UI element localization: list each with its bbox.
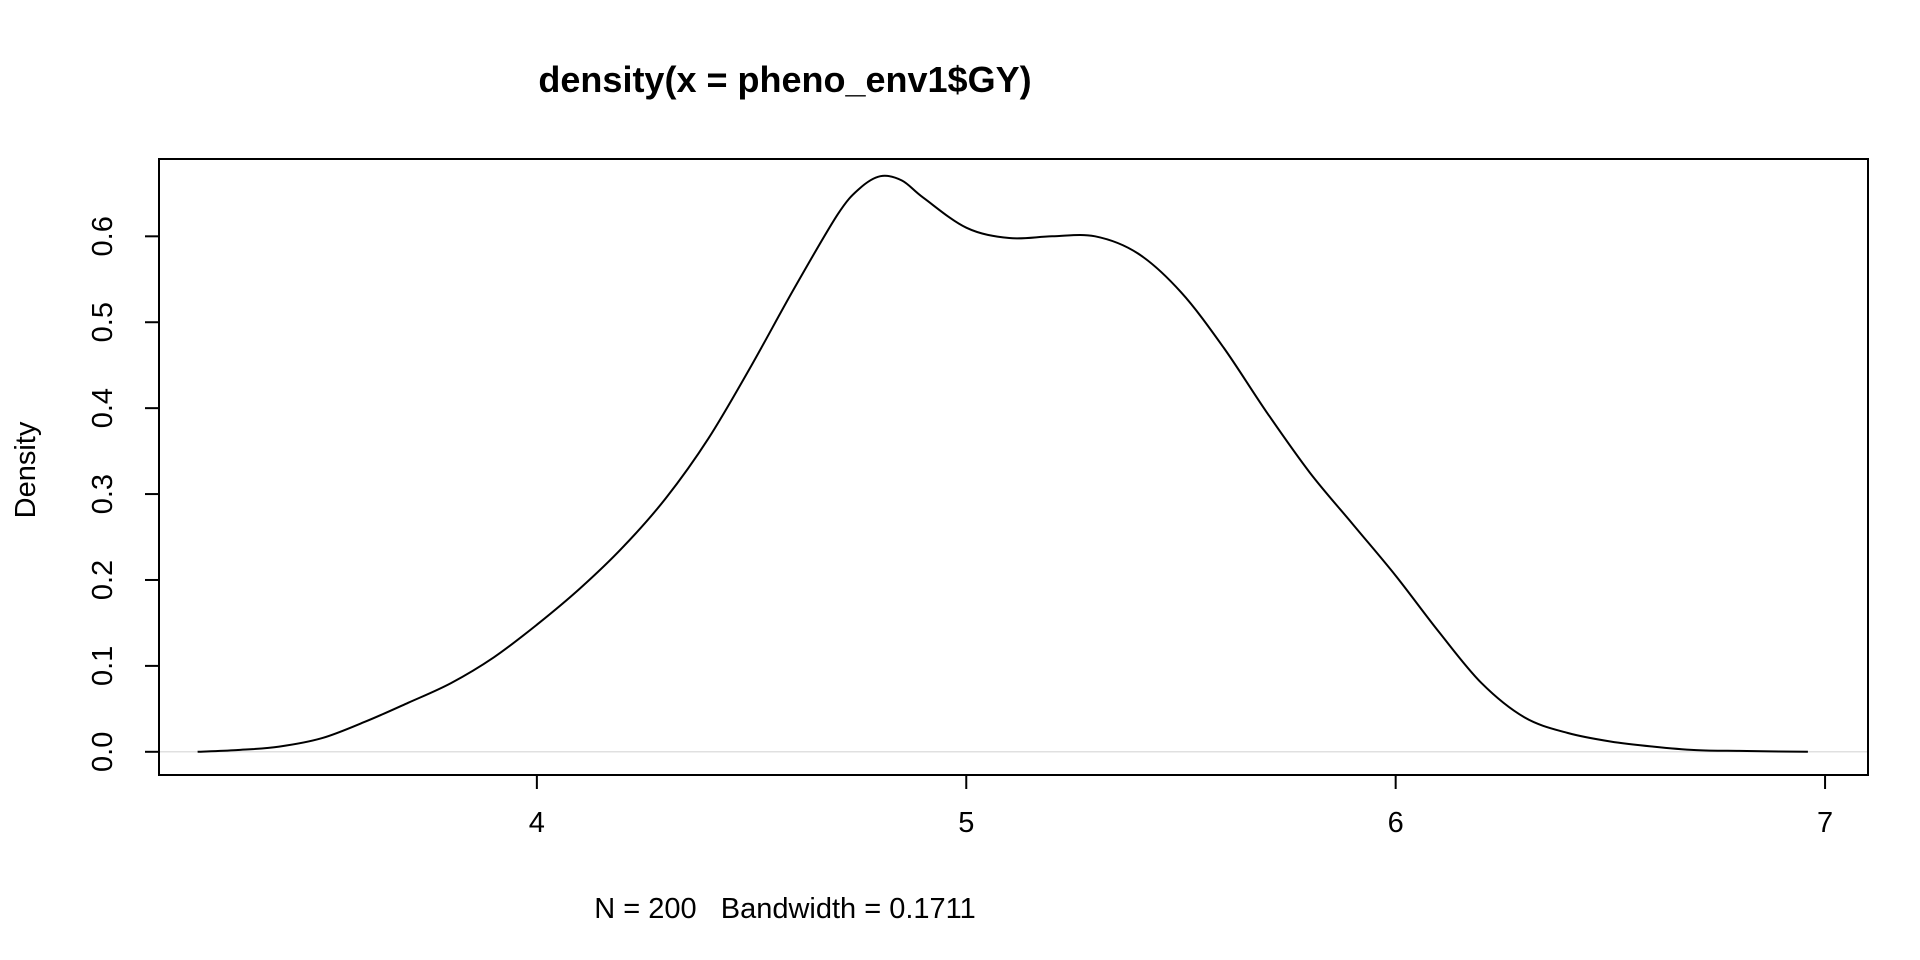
x-tick-label: 5 [958,807,974,839]
x-axis: 4 5 6 7 [529,774,1833,839]
y-tick-label: 0.2 [87,560,119,600]
x-tick-label: 4 [529,807,545,839]
y-tick-label: 0.1 [87,646,119,686]
chart-title: density(x = pheno_env1$GY) [538,59,1031,100]
y-axis-label: Density [10,421,42,518]
y-tick-label: 0.6 [87,216,119,256]
y-axis: 0.0 0.1 0.2 0.3 0.4 0.5 0.6 [87,216,160,772]
x-axis-label: N = 200 Bandwidth = 0.1711 [594,893,976,925]
y-tick-label: 0.3 [87,474,119,514]
density-curve [197,174,1808,753]
plot-frame [158,158,1869,776]
x-tick-label: 7 [1817,807,1833,839]
x-tick-label: 6 [1388,807,1404,839]
y-tick-label: 0.0 [87,732,119,772]
y-tick-label: 0.4 [87,388,119,428]
y-tick-label: 0.5 [87,302,119,342]
